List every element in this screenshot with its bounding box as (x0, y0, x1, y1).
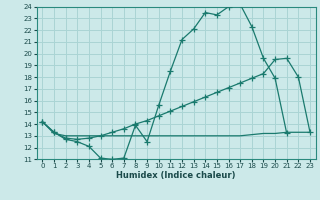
X-axis label: Humidex (Indice chaleur): Humidex (Indice chaleur) (116, 171, 236, 180)
